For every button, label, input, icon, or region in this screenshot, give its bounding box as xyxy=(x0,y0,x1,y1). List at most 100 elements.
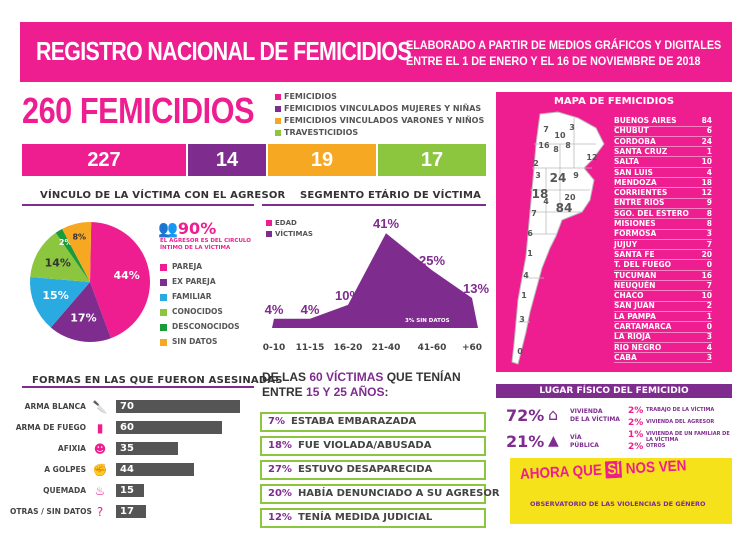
map-number: 18 xyxy=(532,187,549,201)
legend-swatch xyxy=(266,220,272,226)
province-name: CARTAMARCA xyxy=(614,322,672,331)
legend-swatch xyxy=(160,308,167,316)
province-name: SGO. DEL ESTERO xyxy=(614,208,689,218)
pie-legend-item: EX PAREJA xyxy=(160,277,216,286)
pie-slice-label: 15% xyxy=(42,289,68,302)
pie-legend-item: CONOCIDOS xyxy=(160,307,223,316)
victima-stat-row: 18% FUE VIOLADA/ABUSADA xyxy=(260,436,486,456)
area-x-tick: 41-60 xyxy=(418,343,447,353)
victima-stat-row: 12% TENÍA MEDIDA JUDICIAL xyxy=(260,508,486,528)
area-data-label: 4% xyxy=(265,302,284,317)
legend-label: TRAVESTICIDIOS xyxy=(284,128,359,137)
divider xyxy=(614,146,712,148)
bar-femicidios: 227 xyxy=(22,144,186,176)
legend-label: FEMICIDIOS VINCULADOS MUJERES Y NIÑAS xyxy=(284,104,482,113)
victima-stat-text: TENÍA MEDIDA JUDICIAL xyxy=(297,512,433,523)
divider xyxy=(614,125,712,127)
pie-slice-label: 8% xyxy=(72,232,86,241)
divider xyxy=(614,280,712,281)
province-name: TUCUMAN xyxy=(614,270,657,280)
map-number: 84 xyxy=(556,201,573,215)
legend-item-vinculados-mujeres: FEMICIDIOS VINCULADOS MUJERES Y NIÑAS xyxy=(275,104,481,113)
section-title-vinculo: VÍNCULO DE LA VÍCTIMA CON EL AGRESOR xyxy=(40,190,286,201)
map-number: 7 xyxy=(531,209,537,218)
divider xyxy=(614,321,712,323)
forma-bar: 17 xyxy=(116,505,147,518)
map-title: MAPA DE FEMICIDIOS xyxy=(553,96,675,107)
area-data-label: 41% xyxy=(373,216,399,231)
forma-label: A GOLPES xyxy=(44,465,86,474)
header-subtitle-line2: ENTRE EL 1 DE ENERO Y EL 16 DE NOVIEMBRE… xyxy=(406,54,701,68)
legend-swatch xyxy=(275,93,281,100)
pie-legend-label: CONOCIDOS xyxy=(172,307,223,316)
map-number: 16 xyxy=(538,141,550,150)
area-x-tick: 0-10 xyxy=(263,343,286,353)
victimas-heading: DE LAS 60 VÍCTIMAS QUE TENÍAN ENTRE 15 Y… xyxy=(262,370,461,399)
province-value: 3 xyxy=(706,352,712,362)
legend-swatch xyxy=(160,338,167,346)
victima-stat-pct: 27% xyxy=(268,464,292,475)
province-name: ENTRE RIOS xyxy=(614,198,665,208)
legend-swatch xyxy=(266,231,272,237)
pie-legend-label: SIN DATOS xyxy=(172,337,218,346)
divider xyxy=(614,228,712,230)
people-icon: 👥 xyxy=(158,219,178,238)
total-femicidios: 260 FEMICIDIOS xyxy=(22,90,255,131)
province-value: 8 xyxy=(706,208,712,218)
vivienda-pct: 72% xyxy=(506,406,545,425)
pie-legend-item: PAREJA xyxy=(160,262,202,271)
knife-icon: 🔪 xyxy=(92,400,108,414)
province-value: 0 xyxy=(706,322,712,331)
divider xyxy=(614,177,712,178)
province-value: 84 xyxy=(701,116,712,125)
legend-swatch xyxy=(160,263,167,271)
divider xyxy=(262,204,486,206)
pie-legend-label: EX PAREJA xyxy=(172,277,216,286)
province-name: MISIONES xyxy=(614,219,656,228)
area-data-label: 13% xyxy=(463,281,489,296)
forma-bar: 44 xyxy=(116,463,194,476)
pie-chart-vinculo: 44% 17%15% 14% 2%8% xyxy=(30,222,150,342)
divider xyxy=(614,166,712,168)
map-number: 6 xyxy=(527,229,533,238)
legend-item-femicidios: FEMICIDIOS xyxy=(275,92,337,101)
area-x-tick: 11-15 xyxy=(296,343,325,353)
map-number: 24 xyxy=(550,171,567,185)
province-name: MENDOZA xyxy=(614,177,657,187)
divider xyxy=(614,259,712,261)
province-value: 0 xyxy=(706,260,712,270)
map-number: 1 xyxy=(521,291,527,300)
intimo-pct: 90% xyxy=(177,219,217,238)
province-value: 2 xyxy=(706,301,712,311)
victima-stat-text: ESTUVO DESAPARECIDA xyxy=(297,464,433,475)
province-value: 18 xyxy=(701,177,712,187)
map-number: 3 xyxy=(535,171,541,180)
pie-slice xyxy=(90,222,150,339)
province-value: 20 xyxy=(701,249,712,259)
province-name: SANTA CRUZ xyxy=(614,146,668,156)
map-number: 4 xyxy=(523,271,529,280)
section-title-formas: FORMAS EN LAS QUE FUERON ASESINADAS xyxy=(32,375,283,386)
forma-label: QUEMADA xyxy=(43,486,86,495)
pie-legend-item: SIN DATOS xyxy=(160,337,217,346)
forma-bar: 70 xyxy=(116,400,240,413)
divider xyxy=(614,290,712,292)
province-name: CABA xyxy=(614,352,637,362)
divider xyxy=(22,374,254,388)
victima-stat-pct: 7% xyxy=(268,416,285,427)
road-icon: ▲ xyxy=(548,433,559,449)
province-name: CORDOBA xyxy=(614,136,656,146)
asphyxia-icon: ☻ xyxy=(93,442,107,456)
lugar-other-pct: 2% xyxy=(628,418,644,428)
lugar-other-pct: 1% xyxy=(628,430,644,440)
province-name: CHACO xyxy=(614,291,644,301)
legend-label: FEMICIDIOS VINCULADOS VARONES Y NIÑOS xyxy=(284,116,485,125)
pie-slice-label: 44% xyxy=(114,269,140,282)
victima-stat-pct: 12% xyxy=(268,512,292,523)
section-title-edad: SEGMENTO ETÁRIO DE VÍCTIMA xyxy=(300,190,482,201)
province-value: 1 xyxy=(706,146,712,156)
map-number: 8 xyxy=(565,141,571,150)
fist-icon: ✊ xyxy=(92,463,108,477)
province-value: 9 xyxy=(706,198,712,208)
province-value: 7 xyxy=(706,280,712,290)
